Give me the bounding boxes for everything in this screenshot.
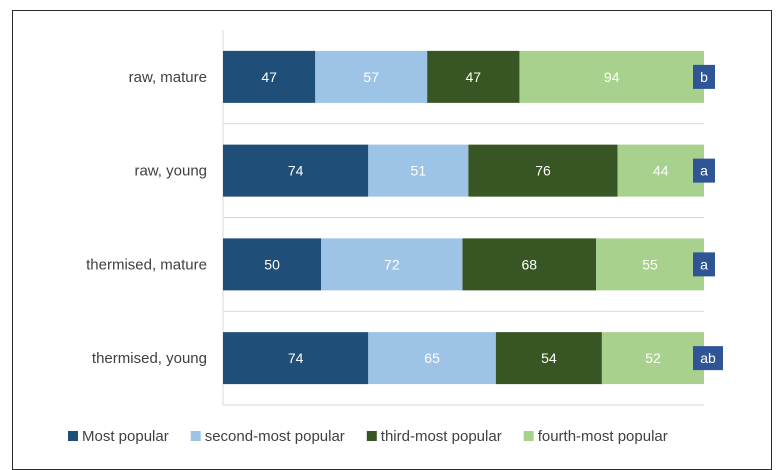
significance-badge [693, 346, 723, 371]
bar-segment [495, 332, 602, 385]
bar-segment [223, 332, 369, 385]
bar-segment [223, 238, 322, 291]
category-label: thermised, mature [86, 256, 207, 273]
significance-badge [693, 252, 715, 277]
data-label: 68 [521, 256, 537, 272]
legend-label: fourth-most popular [538, 428, 668, 445]
legend-label: second-most popular [205, 428, 345, 445]
significance-letter: b [700, 69, 708, 85]
data-label: 44 [653, 163, 669, 179]
bar-segment [462, 238, 597, 291]
category-label: raw, young [134, 163, 207, 180]
data-label: 65 [424, 350, 440, 366]
bar-segment [427, 50, 520, 103]
category-label: raw, mature [129, 69, 207, 86]
category-label: thermised, young [92, 350, 207, 367]
data-label: 51 [411, 163, 427, 179]
bar-segment [368, 144, 469, 197]
stacked-bar-chart: raw, mature 47 57 47 94 b raw, young 74 51 76 44 a t… [68, 30, 723, 445]
bar-segment [519, 50, 704, 103]
legend-swatch [523, 431, 534, 441]
significance-letter: a [700, 256, 708, 272]
bar-segment [315, 50, 428, 103]
legend-swatch [366, 431, 377, 441]
data-label: 74 [288, 350, 304, 366]
legend-swatch [68, 431, 78, 441]
bar-segment [601, 332, 704, 385]
significance-letter: a [700, 163, 708, 179]
data-label: 47 [261, 69, 277, 85]
legend-label: Most popular [82, 428, 169, 445]
data-label: 55 [642, 256, 658, 272]
bar-segment [321, 238, 463, 291]
data-label: 52 [645, 350, 661, 366]
bar-segment [223, 144, 369, 197]
data-label: 74 [288, 163, 304, 179]
data-label: 50 [264, 256, 280, 272]
bar-segment [468, 144, 618, 197]
significance-badge [693, 158, 715, 183]
data-label: 72 [384, 256, 400, 272]
significance-letter: ab [700, 350, 716, 366]
bar-segment [617, 144, 704, 197]
bar-segment [223, 50, 316, 103]
data-label: 54 [541, 350, 557, 366]
significance-badge [693, 64, 715, 89]
data-label: 76 [535, 163, 551, 179]
bar-segment [596, 238, 704, 291]
legend-label: third-most popular [381, 428, 502, 445]
data-label: 47 [466, 69, 482, 85]
legend-swatch [190, 431, 201, 441]
data-label: 94 [604, 69, 620, 85]
data-label: 57 [363, 69, 379, 85]
bar-segment [368, 332, 496, 385]
